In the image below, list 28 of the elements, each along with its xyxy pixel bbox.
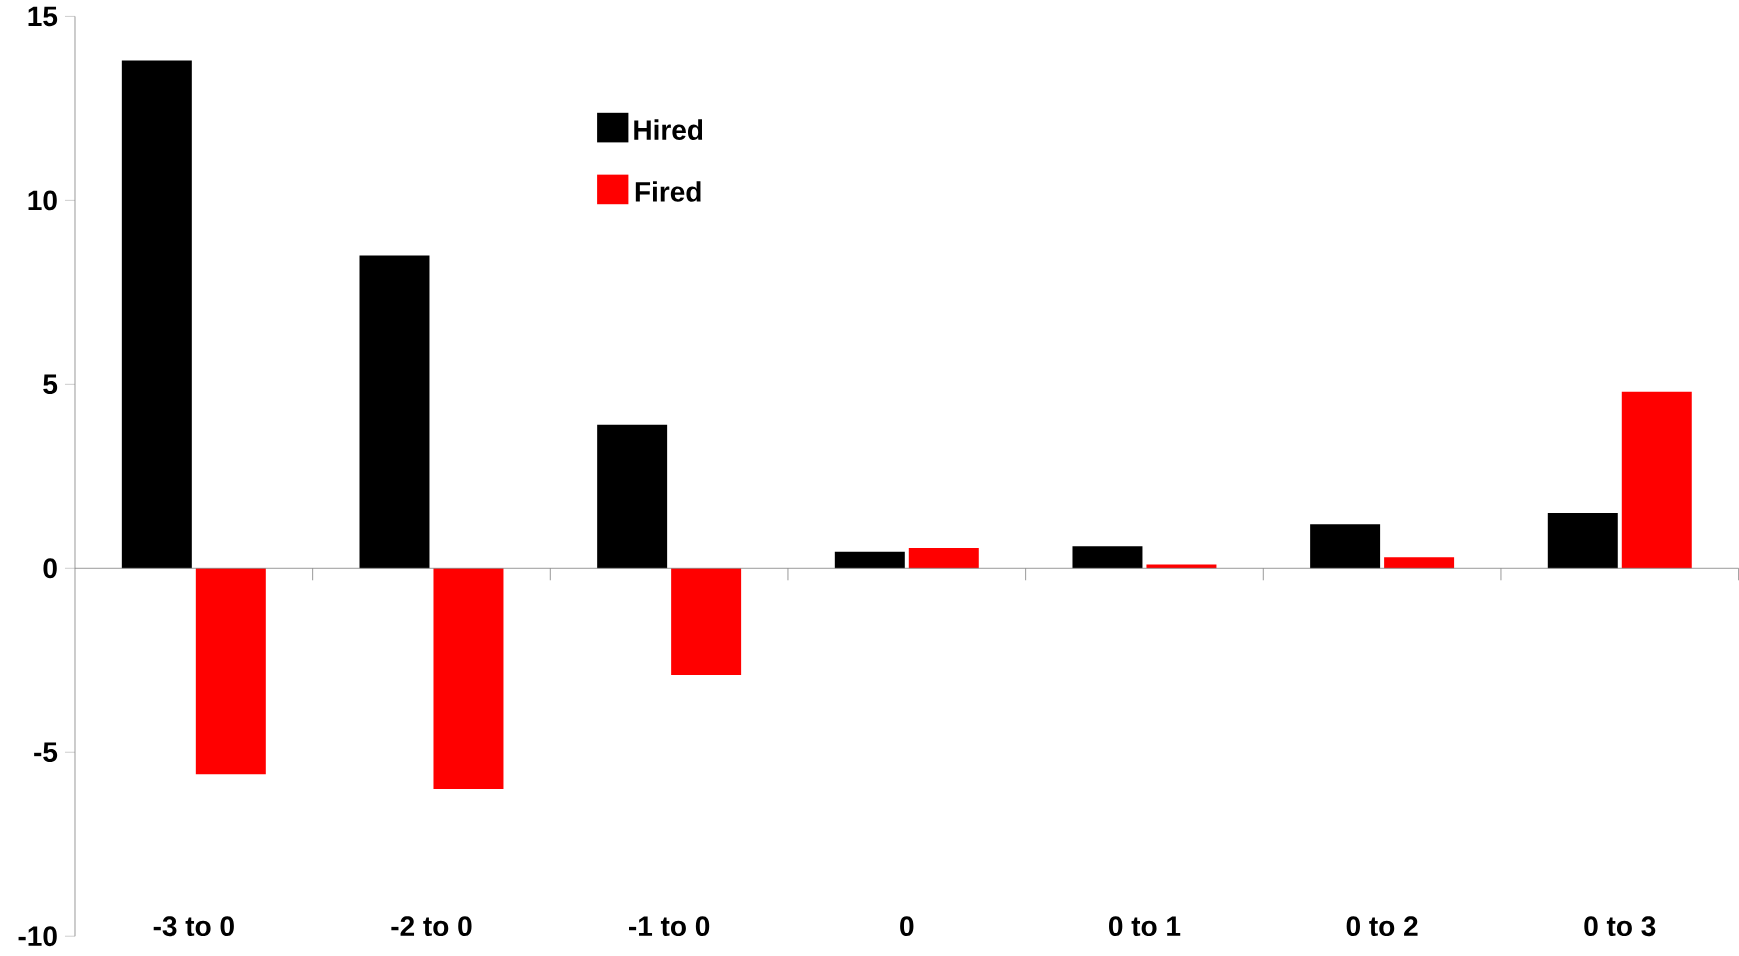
bar [359,255,430,569]
x-tick-label: 0 to 2 [1346,916,1418,937]
y-tick-label: -10 [18,926,57,947]
bar [1310,524,1381,569]
bar [1621,391,1692,569]
bar [671,568,742,675]
bar [908,547,979,569]
legend-label: Hired [634,119,703,140]
bar [1072,546,1143,569]
y-tick-label: 10 [28,190,57,211]
bar [834,551,905,569]
x-tick-label: 0 to 1 [1109,916,1181,937]
y-tick-label: 15 [28,6,58,27]
bar [121,60,192,569]
x-tick-label: 0 [900,916,914,937]
bar [433,568,504,789]
x-tick-label: -1 to 0 [629,916,710,937]
y-tick-label: 5 [43,374,58,395]
y-tick-label: 0 [43,558,57,579]
bar [1384,557,1455,569]
x-tick-label: 0 to 3 [1584,916,1656,937]
legend-label: Fired [635,181,701,202]
bar [597,424,668,569]
bar [195,568,266,775]
x-tick-label: -3 to 0 [153,916,234,937]
y-tick-label: -5 [34,742,58,762]
bar [1547,513,1618,569]
x-tick-label: -2 to 0 [391,916,472,937]
